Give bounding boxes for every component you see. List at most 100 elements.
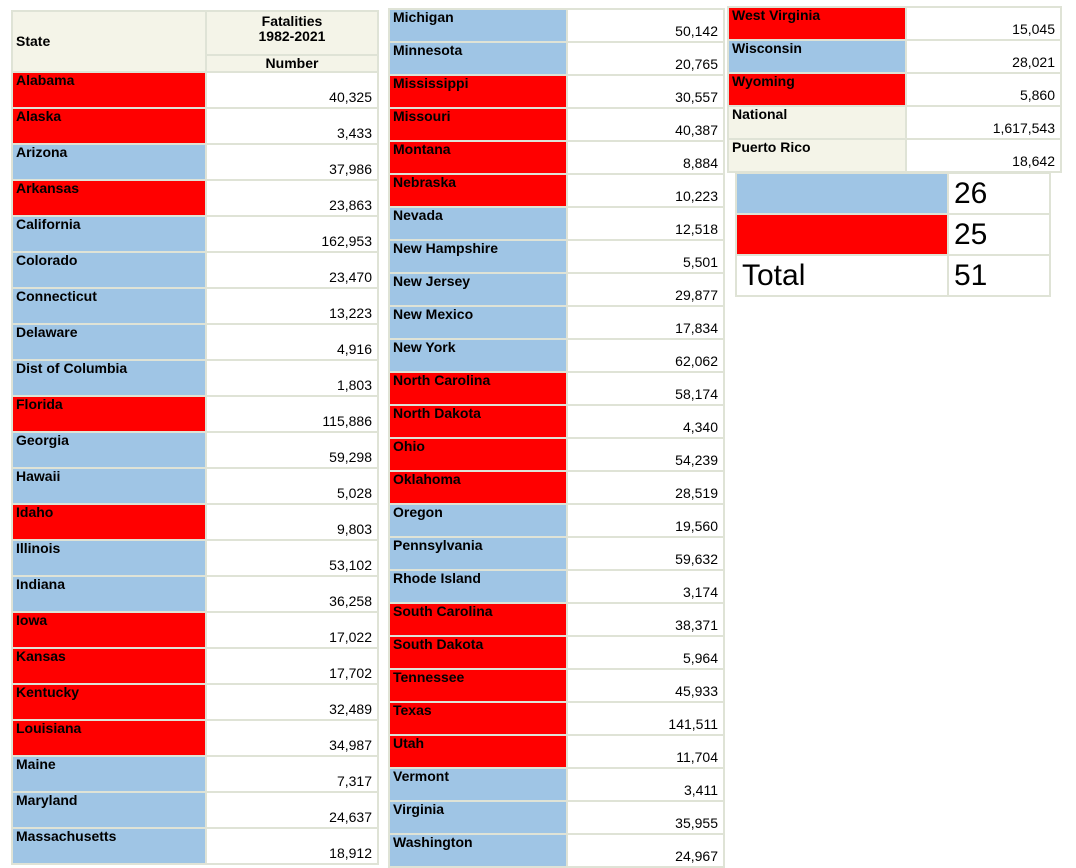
state-name: West Virginia (727, 6, 907, 41)
state-name: Louisiana (11, 719, 207, 757)
fatalities-value: 20,765 (566, 41, 725, 76)
state-name: Illinois (11, 539, 207, 577)
table-row: South Dakota 5,964 (388, 635, 725, 670)
fatalities-value: 23,863 (205, 179, 379, 217)
state-name: Hawaii (11, 467, 207, 505)
table-row: Hawaii 5,028 (11, 467, 379, 505)
table-row: Connecticut 13,223 (11, 287, 379, 325)
fatalities-value: 17,022 (205, 611, 379, 649)
table-row: Iowa 17,022 (11, 611, 379, 649)
table-row: Wyoming 5,860 (727, 72, 1062, 107)
fatalities-value: 5,028 (205, 467, 379, 505)
fatalities-value: 8,884 (566, 140, 725, 175)
fatalities-value: 12,518 (566, 206, 725, 241)
state-name: North Dakota (388, 404, 568, 439)
fatalities-value: 15,045 (905, 6, 1062, 41)
state-name: Colorado (11, 251, 207, 289)
state-name: Minnesota (388, 41, 568, 76)
fatalities-table-part-3: West Virginia 15,045 Wisconsin 28,021 Wyomin… (727, 6, 1062, 173)
table-row: Delaware 4,916 (11, 323, 379, 361)
table-row: Ohio 54,239 (388, 437, 725, 472)
fatalities-value: 5,860 (905, 72, 1062, 107)
table-row: Rhode Island 3,174 (388, 569, 725, 604)
table-row: North Carolina 58,174 (388, 371, 725, 406)
state-name: Tennessee (388, 668, 568, 703)
fatalities-value: 30,557 (566, 74, 725, 109)
fatalities-value: 9,803 (205, 503, 379, 541)
table-row: Montana 8,884 (388, 140, 725, 175)
fatalities-value: 38,371 (566, 602, 725, 637)
state-name: Wyoming (727, 72, 907, 107)
fatalities-value: 40,387 (566, 107, 725, 142)
table-row: Vermont 3,411 (388, 767, 725, 802)
table-row: Kansas 17,702 (11, 647, 379, 685)
state-name: Nevada (388, 206, 568, 241)
header-fatalities-line1: Fatalities (261, 13, 323, 29)
state-name: Alaska (11, 107, 207, 145)
state-name: Dist of Columbia (11, 359, 207, 397)
table-row: Kentucky 32,489 (11, 683, 379, 721)
state-name: Georgia (11, 431, 207, 469)
fatalities-value: 50,142 (566, 8, 725, 43)
fatalities-value: 1,803 (205, 359, 379, 397)
header-number: Number (205, 54, 379, 73)
table-row: Massachusetts 18,912 (11, 827, 379, 865)
table-row: Maine 7,317 (11, 755, 379, 793)
table-row: Louisiana 34,987 (11, 719, 379, 757)
table-row: Alabama 40,325 (11, 71, 379, 109)
table-row: Florida 115,886 (11, 395, 379, 433)
state-name: Mississippi (388, 74, 568, 109)
state-name: Arizona (11, 143, 207, 181)
summary-row-total: Total 51 (735, 254, 1051, 297)
fatalities-value: 141,511 (566, 701, 725, 736)
fatalities-value: 35,955 (566, 800, 725, 835)
state-name: Texas (388, 701, 568, 736)
table-row: South Carolina 38,371 (388, 602, 725, 637)
table-row: Arkansas 23,863 (11, 179, 379, 217)
state-name: Kentucky (11, 683, 207, 721)
state-name: Arkansas (11, 179, 207, 217)
state-name: Oklahoma (388, 470, 568, 505)
fatalities-value: 34,987 (205, 719, 379, 757)
table-row: Arizona 37,986 (11, 143, 379, 181)
state-name: Pennsylvania (388, 536, 568, 571)
total-count: 51 (947, 254, 1051, 297)
fatalities-value: 18,912 (205, 827, 379, 865)
table-row: Alaska 3,433 (11, 107, 379, 145)
fatalities-value: 54,239 (566, 437, 725, 472)
table-row: Virginia 35,955 (388, 800, 725, 835)
state-name: Montana (388, 140, 568, 175)
table-row: Utah 11,704 (388, 734, 725, 769)
state-name: Washington (388, 833, 568, 868)
fatalities-value: 4,916 (205, 323, 379, 361)
state-name: National (727, 105, 907, 140)
fatalities-value: 53,102 (205, 539, 379, 577)
red-count: 25 (947, 213, 1051, 256)
state-name: Iowa (11, 611, 207, 649)
fatalities-table-part-2: Michigan 50,142 Minnesota 20,765 Mississippi… (388, 8, 725, 868)
table-row: Indiana 36,258 (11, 575, 379, 613)
state-name: Idaho (11, 503, 207, 541)
header-fatalities: Fatalities 1982-2021 (205, 10, 379, 56)
fatalities-table-part-1: State Fatalities 1982-2021 Number Alabama… (11, 10, 379, 865)
table-row: Washington 24,967 (388, 833, 725, 868)
fatalities-value: 58,174 (566, 371, 725, 406)
table-row: Illinois 53,102 (11, 539, 379, 577)
table-row: Oregon 19,560 (388, 503, 725, 538)
fatalities-value: 40,325 (205, 71, 379, 109)
header-fatalities-line2: 1982-2021 (258, 28, 326, 44)
total-label: Total (735, 254, 949, 297)
table-row: California 162,953 (11, 215, 379, 253)
table-row: Mississippi 30,557 (388, 74, 725, 109)
fatalities-value: 162,953 (205, 215, 379, 253)
state-name: Virginia (388, 800, 568, 835)
red-swatch (735, 213, 949, 256)
fatalities-value: 24,637 (205, 791, 379, 829)
fatalities-value: 37,986 (205, 143, 379, 181)
table-row: West Virginia 15,045 (727, 6, 1062, 41)
table-row: Minnesota 20,765 (388, 41, 725, 76)
state-name: Utah (388, 734, 568, 769)
table-row: New Jersey 29,877 (388, 272, 725, 307)
fatalities-value: 17,834 (566, 305, 725, 340)
fatalities-value: 28,519 (566, 470, 725, 505)
